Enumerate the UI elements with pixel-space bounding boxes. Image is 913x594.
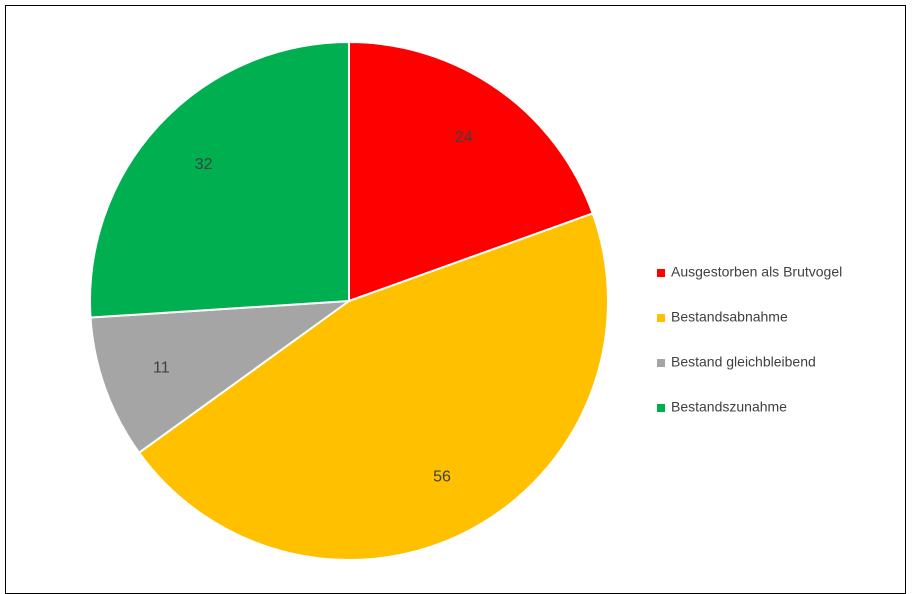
legend-marker-bestandszunahme <box>657 404 665 412</box>
pie-slice-bestandszunahme <box>89 40 350 319</box>
legend-marker-ausgestorben-als-brutvogel <box>657 269 665 277</box>
legend-marker-bestandsabnahme <box>657 314 665 322</box>
legend-label-ausgestorben-als-brutvogel: Ausgestorben als Brutvogel <box>671 264 842 280</box>
legend-label-bestand-gleichbleibend: Bestand gleichbleibend <box>671 354 816 370</box>
pie-data-labels: 24 56 11 32 <box>153 129 473 486</box>
legend-label-bestandszunahme: Bestandszunahme <box>671 399 787 415</box>
pie-slice-ausgestorben-als-brutvogel <box>348 40 595 303</box>
legend-label-bestandsabnahme: Bestandsabnahme <box>671 309 788 325</box>
data-label-bestandsabnahme: 56 <box>433 469 451 486</box>
legend: Ausgestorben als Brutvogel Bestandsabnahm… <box>657 264 842 415</box>
data-label-ausgestorben-als-brutvogel: 24 <box>455 129 473 146</box>
pie-slice-bestandsabnahme <box>137 212 609 561</box>
data-label-bestandszunahme: 32 <box>195 156 213 173</box>
legend-marker-bestand-gleichbleibend <box>657 359 665 367</box>
pie-slices <box>89 40 609 561</box>
pie-slice-bestand-gleichbleibend <box>89 299 353 455</box>
data-label-bestand-gleichbleibend: 11 <box>153 360 170 377</box>
